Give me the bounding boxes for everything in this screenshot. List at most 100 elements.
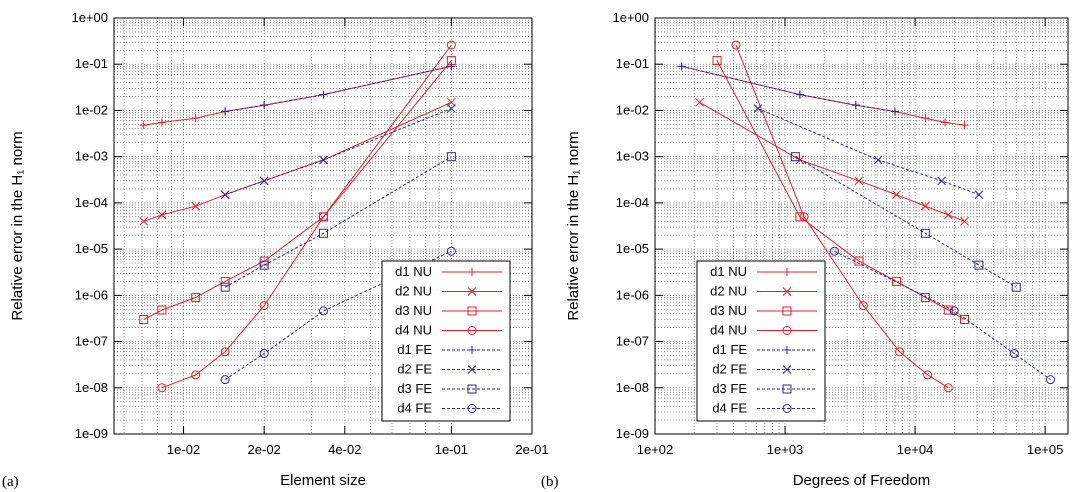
- series-d2-fe-marker-2: [937, 176, 946, 186]
- series-d2-nu-line: [143, 101, 452, 222]
- series-d1-fe: [221, 62, 456, 116]
- series-d3-nu-marker-0: [139, 315, 149, 325]
- series-d1-fe-marker-2: [851, 101, 860, 110]
- legend-label: d2 FE: [712, 362, 747, 377]
- series-d2-nu-marker-6: [447, 97, 456, 107]
- legend-swatch-marker-0: [468, 268, 476, 276]
- series-d2-fe-line: [224, 108, 452, 196]
- series-d1-fe: [677, 62, 899, 116]
- legend-swatch-marker-5: [467, 365, 477, 374]
- series-d4-nu-marker-2: [858, 301, 868, 311]
- legend-label: d1 NU: [395, 264, 432, 279]
- series-d2-fe: [753, 104, 984, 200]
- grid: [654, 18, 1068, 435]
- x-axis-label: Degrees of Freedom: [793, 472, 931, 489]
- y-tick-label: 1e-01: [616, 56, 649, 71]
- series-d2-nu-marker-2: [854, 176, 864, 186]
- legend: d1 NU d2 NU d3 NU d4 NU d1 FE d2 FE d3 FE d4 FE: [381, 260, 511, 422]
- series-d2-fe-line: [757, 108, 980, 196]
- series-d1-fe-line: [681, 65, 895, 112]
- y-tick-label: 1e-02: [616, 102, 649, 117]
- series-d2-nu-line: [699, 101, 965, 222]
- legend-label: d4 FE: [712, 401, 747, 416]
- y-tick-label: 1e-01: [75, 56, 108, 71]
- series-d4-fe-marker-3: [1045, 375, 1055, 385]
- series-d3-nu-marker-1: [157, 305, 167, 315]
- series-d3-nu-marker-6: [960, 315, 970, 325]
- series-d1-fe-marker-0: [221, 107, 230, 116]
- panel-label: (b): [541, 474, 559, 490]
- series-d3-fe-marker-2: [974, 260, 984, 270]
- series-d1-fe-marker-3: [890, 107, 899, 116]
- y-tick-label: 1e-03: [75, 149, 108, 164]
- series-d4-fe-line: [834, 250, 1051, 381]
- series-d4-fe-marker-2: [318, 306, 328, 316]
- series-d1-fe-marker-1: [795, 90, 804, 99]
- series-d2-nu-marker-4: [921, 201, 930, 211]
- legend-swatch-marker-3: [467, 326, 477, 335]
- legend-label: d3 NU: [395, 303, 432, 318]
- series-d3-nu-marker-0: [712, 56, 722, 66]
- series-d2-nu-marker-5: [943, 210, 953, 220]
- y-tick-label: 1e-04: [616, 195, 649, 210]
- y-tick-label: 1e-05: [616, 241, 649, 256]
- x-tick-label: 1e+02: [637, 442, 674, 457]
- y-tick-label: 1e-04: [75, 195, 108, 210]
- plot-frame: [654, 17, 1069, 435]
- y-tick-label: 1e-07: [75, 334, 108, 349]
- series-d2-nu-marker-1: [157, 210, 167, 220]
- series-d2-nu-marker-3: [892, 190, 901, 200]
- x-axis-label: Element size: [280, 472, 366, 489]
- y-tick-label: 1e-06: [75, 287, 108, 302]
- legend-label: d4 FE: [397, 401, 432, 416]
- x-tick-label: 4e-02: [328, 442, 361, 457]
- legend-label: d3 NU: [710, 303, 747, 318]
- series-d1-nu-marker-4: [921, 114, 930, 123]
- x-tick-label: 1e+04: [897, 442, 934, 457]
- series-d2-fe-marker-2: [319, 155, 328, 165]
- series-d1-nu: [677, 62, 969, 130]
- chart-panel-b: 1e+00 1e-01 1e-02 1e-03 1e-04 1e-05 1e-06 1e-07…: [541, 10, 1069, 490]
- series-d1-fe-line: [225, 65, 452, 112]
- series-d4-nu: [731, 40, 953, 393]
- series-d1-nu-marker-2: [191, 114, 200, 123]
- series-d1-nu-marker-1: [157, 118, 166, 127]
- series-d2-fe: [220, 104, 456, 200]
- series-d4-fe-marker-3: [446, 246, 456, 256]
- panel-label: (a): [2, 474, 19, 490]
- legend-label: d2 NU: [395, 284, 432, 299]
- x-tick-label: 1e+03: [767, 442, 804, 457]
- series-d3-nu-marker-3: [892, 276, 902, 286]
- series-d1-nu-marker-0: [139, 121, 148, 130]
- y-tick-label: 1e-08: [75, 380, 108, 395]
- y-tick-label: 1e-06: [616, 287, 649, 302]
- x-tick-label: 1e+05: [1027, 442, 1064, 457]
- series-d2-fe-marker-3: [974, 190, 984, 200]
- y-tick-label: 1e-08: [616, 380, 649, 395]
- y-tick-label: 1e-03: [616, 149, 649, 164]
- series-d1-nu: [139, 62, 456, 130]
- y-tick-label: 1e-09: [616, 426, 649, 441]
- legend: d1 NU d2 NU d3 NU d4 NU d1 FE d2 FE d3 FE d4 FE: [696, 260, 826, 422]
- series-d2-fe-marker-0: [753, 104, 763, 113]
- legend-swatch-marker-1: [467, 287, 477, 296]
- series-d4-fe-marker-1: [949, 306, 959, 316]
- legend-box: [381, 260, 511, 422]
- series-d1-nu-marker-5: [941, 118, 950, 127]
- legend-label: d1 FE: [712, 342, 747, 357]
- series-d4-nu-marker-1: [191, 370, 201, 380]
- series-d4-nu-marker-1: [799, 212, 809, 222]
- legend-label: d4 NU: [710, 323, 747, 338]
- y-tick-label: 1e+00: [71, 10, 108, 25]
- legend-swatch-marker-7: [782, 404, 792, 413]
- y-tick-label: 1e-09: [75, 426, 108, 441]
- y-tick-label: 1e-07: [616, 334, 649, 349]
- series-d1-fe-marker-2: [319, 90, 328, 99]
- series-d4-fe: [829, 246, 1055, 385]
- series-d3-nu-marker-2: [191, 292, 201, 302]
- series-d3-fe-marker-2: [318, 228, 328, 238]
- series-d4-nu-marker-3: [895, 347, 905, 357]
- series-d2-nu-marker-0: [695, 97, 704, 107]
- legend-swatch-marker-1: [782, 287, 792, 296]
